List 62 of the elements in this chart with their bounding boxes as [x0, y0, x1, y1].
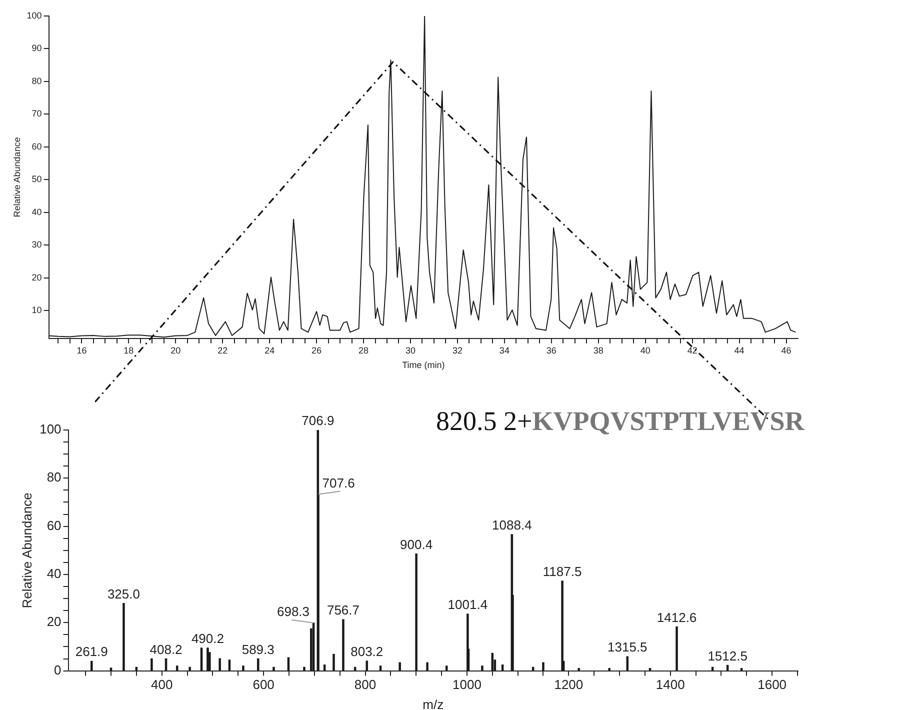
y-tick-label: 60 — [32, 141, 42, 152]
x-tick-label: 44 — [734, 345, 744, 356]
x-tick-label: 46 — [781, 345, 792, 356]
x-tick-label: 30 — [405, 345, 416, 356]
y-tick-label: 30 — [32, 240, 42, 250]
y-tick-label: 70 — [32, 108, 42, 119]
x-tick-label: 38 — [593, 345, 604, 356]
y-axis-title: Relative Abundance — [12, 137, 22, 218]
x-tick-label: 42 — [687, 345, 698, 356]
chart-subtitle: KVPQVSTPTLVEVSR — [532, 406, 804, 436]
x-tick-label: 800 — [354, 677, 376, 692]
y-tick-label: 40 — [32, 206, 42, 217]
x-tick-label: 20 — [170, 345, 181, 356]
x-tick-label: 1000 — [452, 677, 482, 692]
y-tick-label: 20 — [32, 272, 42, 282]
x-axis-title: m/z — [422, 696, 444, 710]
annotation: 756.7 — [326, 602, 360, 618]
annotation: 698.3 — [276, 604, 310, 619]
annotation: 589.3 — [242, 642, 274, 657]
x-tick-label: 34 — [499, 345, 510, 356]
x-tick-label: 22 — [218, 345, 228, 356]
x-tick-label: 26 — [312, 345, 322, 356]
annotation: 1315.5 — [608, 640, 648, 655]
y-tick-label: 50 — [32, 174, 42, 184]
annotation: 490.2 — [191, 631, 224, 646]
annotation: 900.4 — [400, 536, 433, 552]
annotation: 1001.4 — [448, 597, 488, 612]
y-tick-label: 80 — [46, 470, 62, 485]
x-tick-label: 400 — [151, 677, 173, 692]
x-tick-label: 40 — [640, 345, 650, 356]
y-tick-label: 40 — [46, 566, 62, 582]
x-tick-label: 1400 — [656, 677, 685, 692]
x-tick-label: 28 — [358, 345, 369, 356]
y-tick-label: 80 — [32, 76, 42, 86]
x-tick-label: 24 — [264, 345, 275, 356]
annotation: 1512.5 — [708, 648, 748, 664]
x-tick-label: 36 — [546, 345, 556, 356]
annotation: 408.2 — [150, 642, 182, 657]
annotation: 706.9 — [302, 413, 334, 428]
y-tick-label: 60 — [46, 518, 62, 533]
x-axis-title: Time (min) — [402, 360, 445, 370]
annotation: 803.2 — [350, 644, 384, 660]
y-axis-title: Relative Abundance — [19, 492, 34, 608]
annotation: 707.6 — [322, 475, 355, 490]
annotation: 325.0 — [107, 586, 140, 602]
x-tick-label: 600 — [252, 677, 274, 692]
x-tick-label: 1200 — [554, 677, 584, 692]
annotation: 261.9 — [75, 644, 108, 660]
y-tick-label: 20 — [46, 614, 62, 630]
y-tick-label: 0 — [54, 662, 62, 678]
y-tick-label: 10 — [32, 305, 42, 316]
annotation: 1412.6 — [656, 610, 697, 625]
chart-title: 820.5 2+ — [436, 406, 532, 436]
y-tick-label: 100 — [40, 422, 62, 437]
y-tick-label: 100 — [26, 10, 42, 20]
x-tick-label: 1600 — [758, 677, 787, 692]
x-tick-label: 32 — [452, 345, 462, 356]
annotation: 1088.4 — [492, 518, 532, 533]
x-tick-label: 16 — [76, 345, 87, 356]
y-tick-label: 90 — [32, 43, 42, 54]
x-tick-label: 18 — [124, 345, 134, 356]
annotation: 1187.5 — [542, 564, 582, 580]
